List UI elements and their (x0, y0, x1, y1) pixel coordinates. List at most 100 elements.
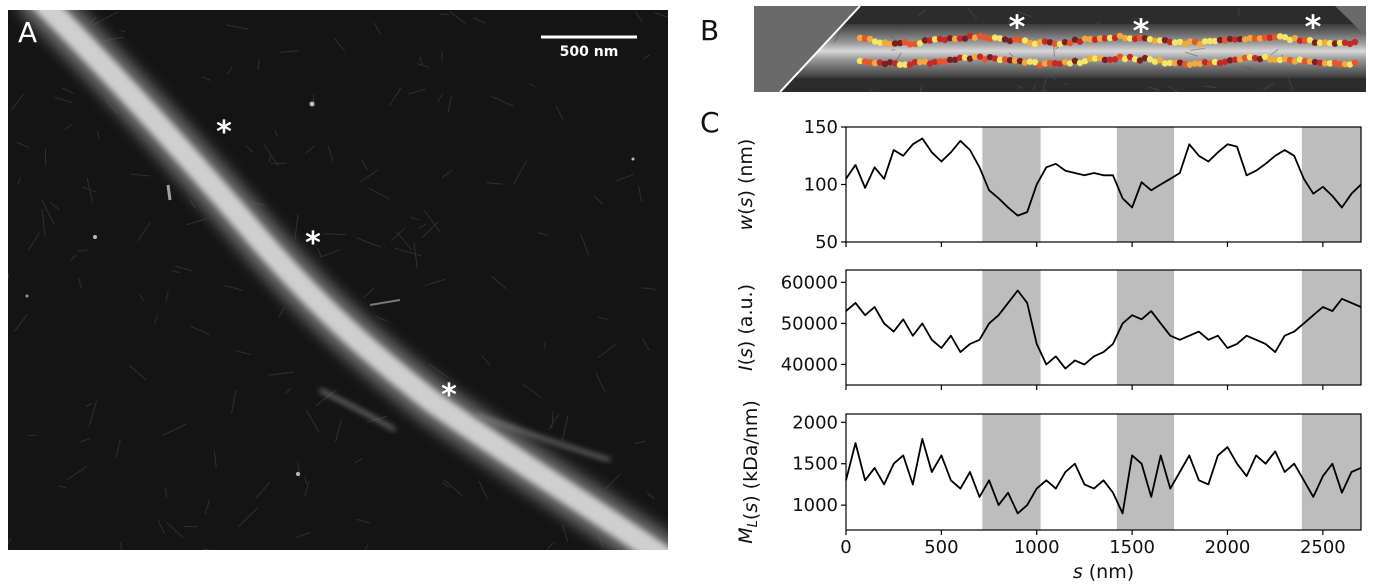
edge-point (931, 58, 939, 66)
edge-point (1326, 60, 1334, 67)
edge-point (1306, 36, 1314, 44)
edge-point (1021, 59, 1029, 66)
edge-point (976, 53, 984, 60)
particle (296, 472, 300, 476)
edge-point (1186, 61, 1194, 68)
edge-point (926, 60, 934, 67)
edge-point (1291, 58, 1299, 65)
particle (93, 235, 97, 239)
edge-point (1331, 40, 1339, 47)
edge-point (1256, 35, 1264, 42)
edge-point (891, 60, 899, 67)
y-tick-label: 1500 (792, 454, 838, 475)
panel-b: B * * * (700, 6, 1366, 92)
edge-point (1001, 36, 1009, 43)
axes-frame (845, 413, 1362, 531)
edge-point (951, 35, 959, 43)
edge-point (1176, 38, 1184, 46)
edge-point (1341, 60, 1349, 68)
edge-point (971, 53, 979, 61)
y-tick-label: 60000 (781, 272, 838, 293)
edge-point (1126, 53, 1134, 61)
edge-point (1091, 36, 1099, 43)
edge-point (901, 39, 909, 46)
edge-point (1011, 57, 1019, 64)
edge-point (1236, 56, 1244, 63)
edge-point (1141, 35, 1149, 42)
edge-point (1341, 39, 1349, 46)
edge-point (1181, 61, 1189, 68)
edge-point (866, 35, 874, 43)
edge-point (986, 53, 994, 61)
edge-point (1121, 55, 1129, 63)
edge-point (1061, 58, 1069, 66)
edge-point (1046, 60, 1054, 67)
edge-point (1201, 38, 1209, 45)
edge-point (916, 40, 924, 47)
shaded-region (1116, 270, 1175, 385)
y-tick-label: 50 (815, 232, 838, 253)
edge-point (881, 39, 889, 46)
edge-point (1311, 39, 1319, 46)
edge-point (921, 37, 929, 44)
edge-point (1246, 53, 1254, 61)
edge-point (1306, 58, 1314, 65)
edge-point (1221, 58, 1229, 66)
y-axis-label: ML(s) (kDa/nm) (735, 400, 762, 544)
edge-point (1071, 36, 1079, 43)
edge-point (1151, 58, 1159, 65)
edge-point (1301, 37, 1309, 44)
edge-point (1291, 34, 1299, 42)
edge-point (1096, 35, 1104, 42)
edge-point (1106, 56, 1114, 63)
edge-point (961, 35, 969, 42)
edge-point (1296, 56, 1304, 63)
edge-point (961, 54, 969, 61)
edge-point (1206, 60, 1214, 67)
edge-point (1351, 59, 1359, 66)
edge-point (1001, 56, 1009, 63)
edge-point (981, 34, 989, 41)
edge-point (1051, 60, 1059, 67)
edge-point (1016, 57, 1024, 65)
edge-point (1081, 35, 1089, 42)
shaded-region (1116, 414, 1175, 530)
edge-point (941, 36, 949, 44)
panel-c: C 50 100 150 w(s) (nm) 40000 50000 60000 I(s) … (700, 106, 1362, 583)
edge-point (1016, 36, 1024, 44)
edge-point (1166, 59, 1174, 67)
edge-point (1056, 40, 1064, 48)
shaded-region (1301, 127, 1361, 242)
edge-point (896, 39, 904, 47)
edge-point (1246, 34, 1254, 42)
edge-point (1336, 39, 1344, 47)
edge-point (891, 40, 899, 47)
edge-point (1231, 36, 1239, 43)
panel-letter-c: C (700, 106, 720, 139)
marker-asterisk: * (1009, 8, 1026, 46)
plot-intensity: 40000 50000 60000 I(s) (a.u.) (735, 269, 1362, 390)
edge-point (996, 35, 1004, 42)
edge-point (936, 58, 944, 65)
edge-point (1081, 57, 1089, 65)
edge-point (1076, 59, 1084, 67)
edge-point (1066, 39, 1074, 47)
masked-corner (1335, 6, 1366, 36)
edge-point (921, 58, 929, 65)
profile-line (845, 137, 1362, 217)
y-tick-label: 150 (804, 117, 838, 138)
panel-letter-b: B (700, 14, 719, 47)
edge-point (1181, 40, 1189, 48)
edge-point (1041, 38, 1049, 45)
edge-point (1336, 61, 1344, 68)
edge-point (1026, 58, 1034, 65)
edge-point (1031, 40, 1039, 48)
axes-frame (845, 126, 1362, 243)
y-axis-label: I(s) (a.u.) (735, 284, 757, 371)
edge-point (906, 41, 914, 48)
edge-point (1091, 55, 1099, 62)
edge-point (1191, 60, 1199, 67)
edge-point (1176, 59, 1184, 66)
edge-point (871, 38, 879, 45)
edge-point (1036, 62, 1044, 69)
